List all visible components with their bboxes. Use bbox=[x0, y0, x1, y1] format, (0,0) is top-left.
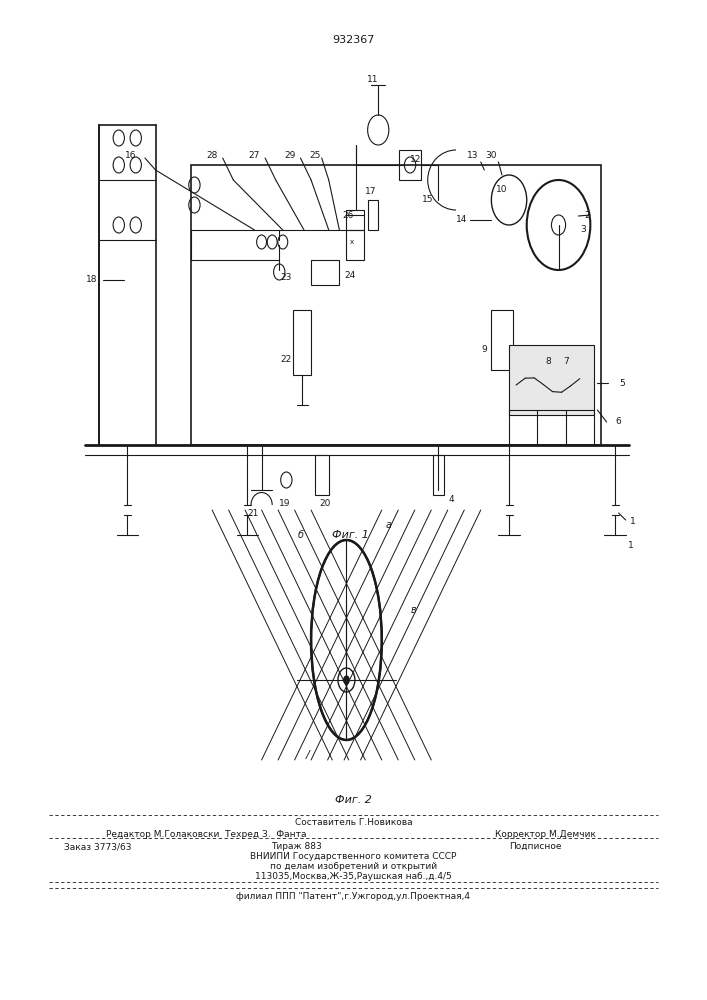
Text: 1: 1 bbox=[630, 518, 636, 526]
Bar bbox=[293, 310, 311, 375]
Text: 17: 17 bbox=[366, 188, 377, 196]
Circle shape bbox=[344, 676, 349, 684]
Text: 29: 29 bbox=[284, 150, 296, 159]
Text: в: в bbox=[411, 605, 416, 615]
Text: 932367: 932367 bbox=[332, 35, 375, 45]
Text: ВНИИПИ Государственного комитета СССР: ВНИИПИ Государственного комитета СССР bbox=[250, 852, 457, 861]
Text: 11: 11 bbox=[367, 76, 378, 85]
Text: 6: 6 bbox=[616, 418, 621, 426]
Text: 16: 16 bbox=[125, 151, 136, 160]
Text: 8: 8 bbox=[545, 358, 551, 366]
Text: 12: 12 bbox=[410, 155, 421, 164]
Text: Редактор М.Голаковски  Техред З.  Фанта: Редактор М.Голаковски Техред З. Фанта bbox=[106, 830, 307, 839]
Text: /: / bbox=[305, 750, 310, 760]
Bar bbox=[346, 230, 364, 260]
Text: 1: 1 bbox=[628, 540, 633, 550]
Text: 4: 4 bbox=[448, 495, 454, 504]
Bar bbox=[311, 260, 339, 285]
Text: Корректор М.Демчик: Корректор М.Демчик bbox=[495, 830, 596, 839]
Bar bbox=[191, 165, 601, 445]
Text: филиал ППП "Патент",г.Ужгород,ул.Проектная,4: филиал ППП "Патент",г.Ужгород,ул.Проектн… bbox=[237, 892, 470, 901]
Text: 18: 18 bbox=[86, 275, 98, 284]
Text: 23: 23 bbox=[281, 273, 292, 282]
Text: 9: 9 bbox=[481, 346, 487, 355]
Bar bbox=[346, 210, 364, 230]
Text: 2: 2 bbox=[584, 211, 590, 220]
Text: 5: 5 bbox=[619, 378, 625, 387]
Text: а: а bbox=[386, 520, 392, 530]
Bar bbox=[399, 150, 421, 180]
Text: Фиг. 2: Фиг. 2 bbox=[335, 795, 372, 805]
Text: 20: 20 bbox=[320, 498, 331, 508]
Text: Фиг. 1: Фиг. 1 bbox=[332, 530, 368, 540]
Text: 10: 10 bbox=[496, 186, 508, 194]
Text: 3: 3 bbox=[580, 226, 586, 234]
Text: 22: 22 bbox=[281, 356, 292, 364]
Text: 13: 13 bbox=[467, 150, 478, 159]
Text: 19: 19 bbox=[279, 498, 291, 508]
Text: 24: 24 bbox=[344, 270, 356, 279]
Bar bbox=[509, 345, 594, 415]
Bar bbox=[315, 455, 329, 495]
Text: Подписное: Подписное bbox=[509, 842, 561, 851]
Text: Тираж 883: Тираж 883 bbox=[271, 842, 322, 851]
Bar bbox=[433, 455, 444, 495]
Bar bbox=[491, 310, 513, 370]
Text: 15: 15 bbox=[422, 196, 433, 205]
Bar bbox=[509, 410, 594, 445]
Text: Заказ 3773/63: Заказ 3773/63 bbox=[64, 842, 131, 851]
Text: x: x bbox=[349, 239, 354, 245]
Text: 25: 25 bbox=[309, 150, 320, 159]
Bar bbox=[368, 200, 378, 230]
Text: б: б bbox=[298, 530, 303, 540]
Text: 26: 26 bbox=[342, 212, 354, 221]
Text: 21: 21 bbox=[247, 508, 259, 518]
Text: 27: 27 bbox=[249, 150, 260, 159]
Text: 113035,Москва,Ж-35,Раушская наб.,д.4/5: 113035,Москва,Ж-35,Раушская наб.,д.4/5 bbox=[255, 872, 452, 881]
Text: 30: 30 bbox=[486, 150, 497, 159]
Text: по делам изобретений и открытий: по делам изобретений и открытий bbox=[270, 862, 437, 871]
Text: 14: 14 bbox=[456, 216, 467, 225]
Text: Составитель Г.Новикова: Составитель Г.Новикова bbox=[295, 818, 412, 827]
Text: 28: 28 bbox=[206, 150, 218, 159]
Text: 7: 7 bbox=[563, 358, 568, 366]
